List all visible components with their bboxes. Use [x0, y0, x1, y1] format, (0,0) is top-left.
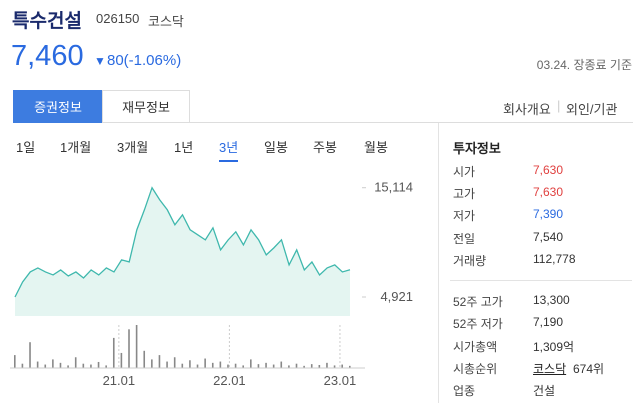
volume-bar — [211, 362, 214, 368]
info-label: 고가 — [453, 187, 476, 201]
volume-bar — [265, 362, 267, 368]
volume-bar — [67, 365, 69, 368]
period-tab[interactable]: 월봉 — [364, 140, 388, 155]
period-tab[interactable]: 1일 — [16, 140, 36, 155]
info-label: 업종 — [453, 384, 476, 398]
volume-bar — [21, 363, 24, 368]
volume-bar — [181, 363, 184, 368]
market: 코스닥 — [148, 14, 184, 29]
volume-bar — [29, 342, 31, 368]
volume-bar — [173, 357, 176, 368]
period-tab[interactable]: 일봉 — [264, 140, 288, 155]
info-separator — [450, 280, 632, 281]
info-value: 7,540 — [533, 230, 564, 244]
info-label: 저가 — [453, 209, 476, 223]
change-arrow: ▼ — [94, 54, 106, 68]
volume-bar — [234, 363, 237, 368]
volume-bar — [166, 361, 168, 368]
volume-bar — [44, 364, 47, 368]
price-line — [14, 186, 351, 298]
info-label: 52주 고가 — [453, 295, 503, 309]
period-tab-active[interactable]: 3년 — [219, 137, 239, 162]
x-label: 21.01 — [103, 373, 136, 388]
volume-bar — [97, 361, 100, 368]
info-value: 1,309억 — [533, 340, 575, 354]
volume-bar — [74, 357, 77, 368]
volume-bar — [158, 355, 161, 368]
info-title: 투자정보 — [453, 141, 501, 156]
volume-bar — [310, 364, 313, 368]
x-label: 23.01 — [324, 373, 357, 388]
y-tick-label: 15,114 — [374, 180, 413, 195]
tab-border — [13, 122, 633, 123]
volume-bar — [112, 337, 115, 368]
volume-bar — [349, 365, 351, 368]
stock-code: 026150 — [96, 11, 140, 26]
price-basis: 03.24. 장종료 기준 — [536, 58, 632, 72]
price-chart: 15,114 4,921 21.01 22.01 23.01 — [10, 180, 413, 388]
info-label: 거래량 — [453, 254, 487, 268]
info-value: 건설 — [533, 384, 556, 398]
period-tab[interactable]: 주봉 — [313, 140, 337, 155]
price-change: 80(-1.06%) — [107, 52, 182, 69]
volume-bar — [227, 364, 229, 368]
volume-bar — [14, 355, 16, 368]
link[interactable]: 외인/기관 — [566, 102, 618, 117]
volume-bar — [242, 365, 245, 368]
info-label: 52주 저가 — [453, 317, 503, 331]
volume-bar — [105, 365, 107, 368]
tab-active[interactable]: 증권정보 — [13, 90, 103, 123]
info-value: 112,778 — [533, 252, 576, 266]
info-label: 시가총액 — [453, 340, 498, 354]
volume-bar — [128, 329, 130, 368]
x-label: 22.01 — [213, 373, 246, 388]
volume-bar — [189, 360, 191, 368]
volume-bar — [143, 350, 146, 368]
volume-bar — [90, 364, 92, 368]
volume-bar — [341, 364, 343, 368]
volume-bar — [303, 365, 305, 368]
volume-bar — [257, 364, 260, 368]
info-link[interactable]: 코스닥 — [533, 362, 567, 376]
tab[interactable]: 재무정보 — [102, 90, 190, 123]
volume-bar — [59, 362, 62, 368]
info-value: 674위 — [573, 362, 605, 376]
volume-bar — [151, 359, 153, 368]
volume-bar — [196, 364, 199, 368]
stock-name[interactable]: 특수건설 — [12, 11, 82, 32]
info-label: 전일 — [453, 232, 476, 246]
volume-bar — [280, 361, 283, 368]
volume-bar — [82, 363, 85, 368]
volume-bar — [135, 325, 138, 368]
volume-bar — [318, 364, 321, 368]
separator: | — [557, 98, 561, 113]
volume-bar — [295, 363, 298, 368]
volume-bar — [326, 362, 328, 368]
volume-bar — [204, 358, 206, 368]
period-tab[interactable]: 3개월 — [117, 140, 149, 155]
volume-bar — [250, 359, 252, 368]
volume-bar — [52, 359, 54, 368]
period-tab[interactable]: 1개월 — [60, 140, 92, 155]
volume-bar — [36, 361, 39, 368]
volume-bar — [219, 361, 222, 368]
period-tab[interactable]: 1년 — [174, 140, 194, 155]
info-value: 7,630 — [533, 185, 564, 199]
info-value: 7,390 — [533, 207, 564, 221]
volume-bar — [333, 365, 336, 368]
info-label: 시총순위 — [453, 362, 498, 376]
info-value: 7,190 — [533, 315, 564, 329]
current-price: 7,460 — [11, 40, 84, 72]
divider — [438, 123, 439, 403]
info-value: 7,630 — [533, 163, 564, 177]
link[interactable]: 회사개요 — [503, 102, 551, 117]
price-area — [15, 187, 350, 316]
volume-bar — [120, 352, 123, 368]
info-value: 13,300 — [533, 293, 570, 307]
info-label: 시가 — [453, 165, 476, 179]
volume-bar — [288, 365, 290, 368]
y-tick-label: 4,921 — [380, 289, 413, 304]
volume-bar — [272, 364, 275, 368]
